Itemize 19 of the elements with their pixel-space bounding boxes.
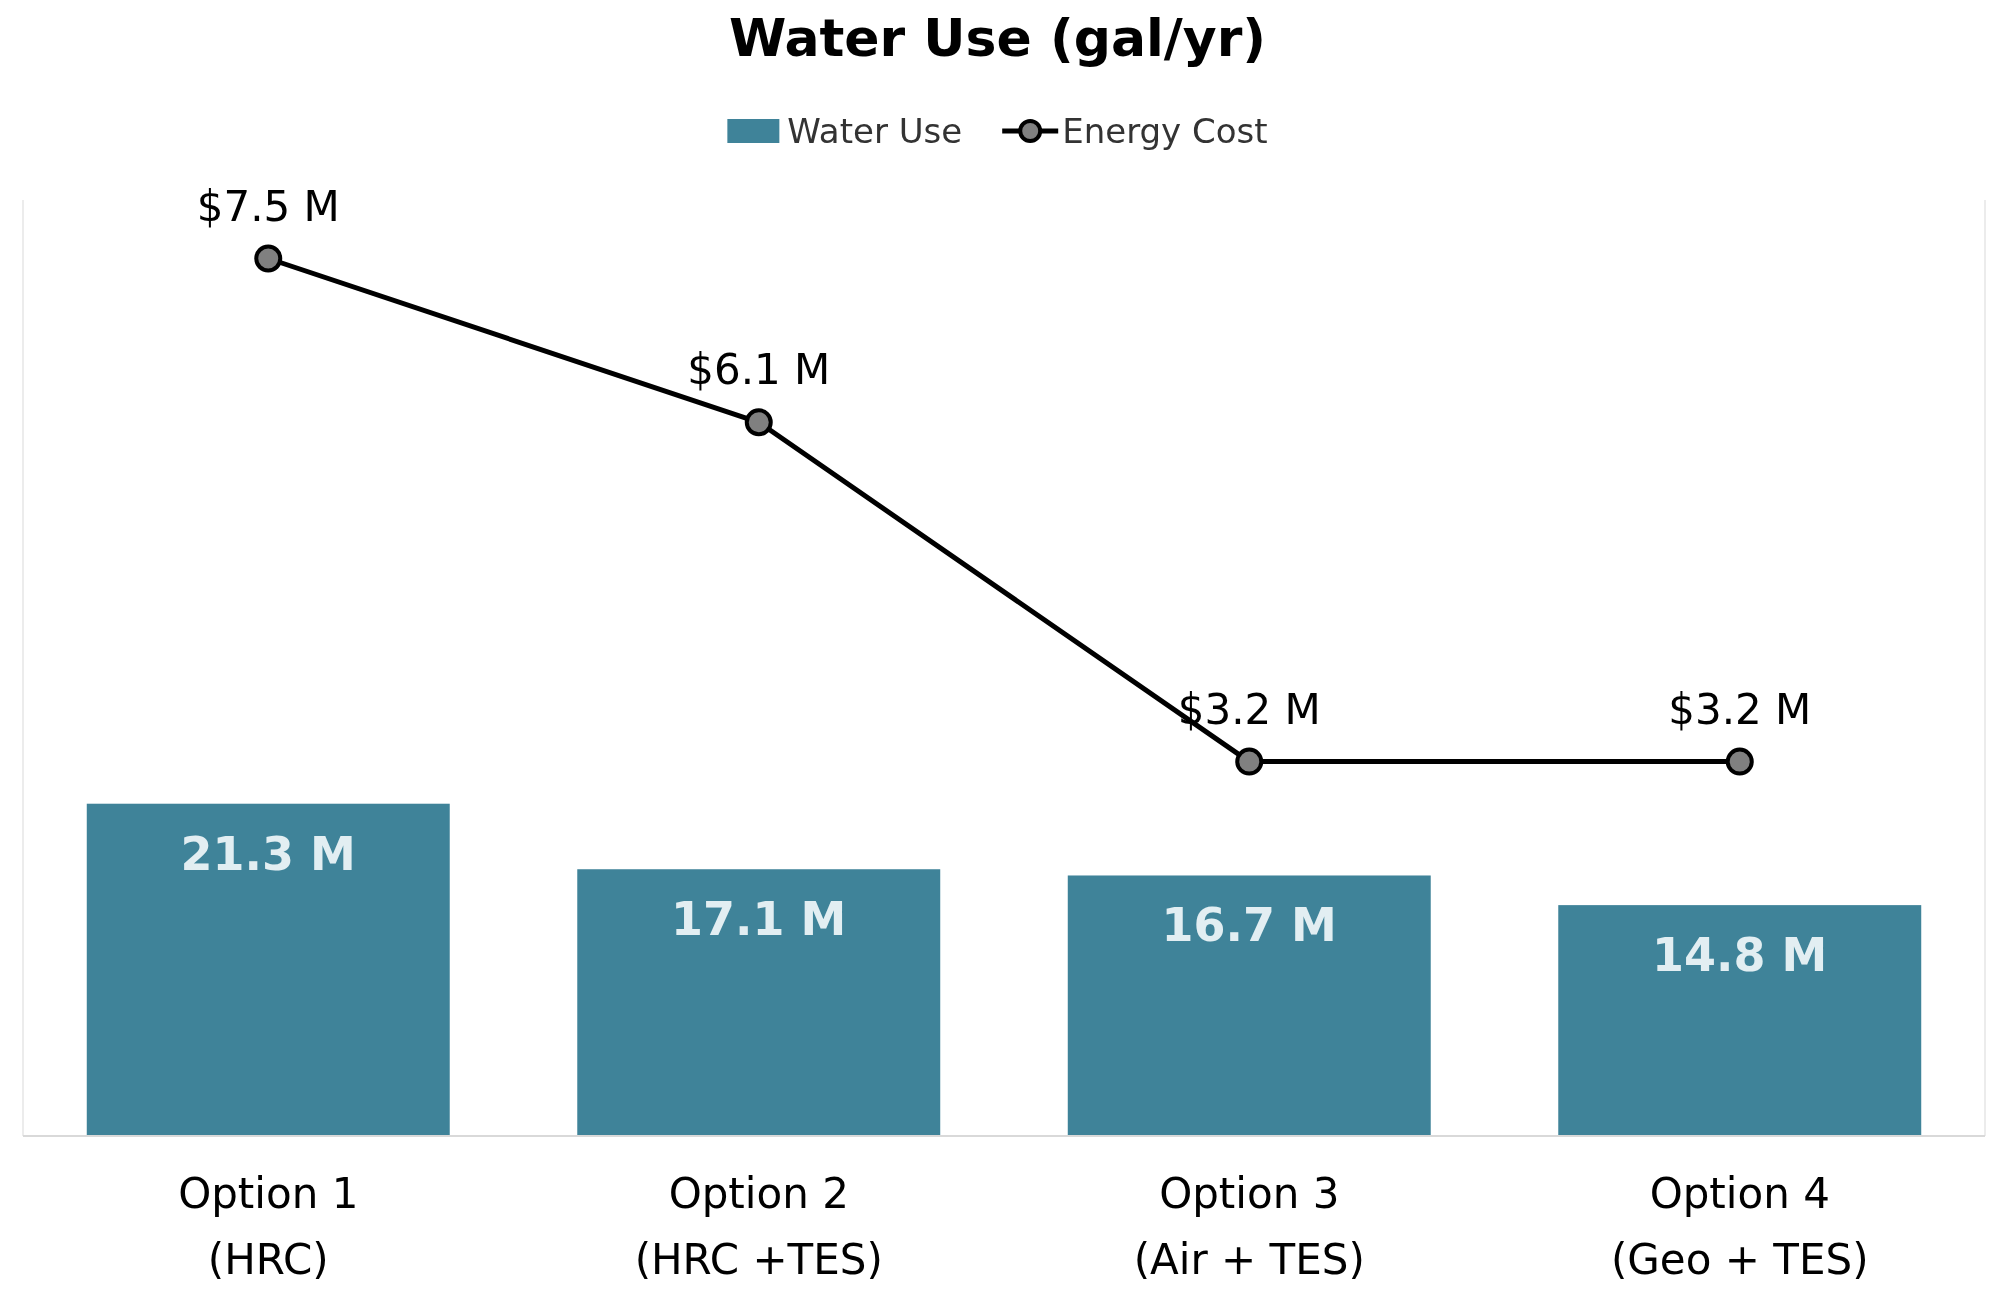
data-label: $6.1 M — [687, 345, 831, 395]
data-label: 14.8 M — [1652, 928, 1828, 983]
chart-title: Water Use (gal/yr) — [728, 8, 1267, 68]
bar — [577, 869, 941, 1136]
bar — [1067, 875, 1431, 1136]
data-label: $3.2 M — [1668, 684, 1812, 734]
bar — [86, 803, 450, 1136]
x-tick-label: Option 1 (HRC) — [178, 1169, 359, 1284]
data-label: $3.2 M — [1177, 684, 1321, 734]
x-tick-label: Option 2 (HRC +TES) — [634, 1169, 883, 1284]
legend-label: Water Use — [787, 111, 963, 151]
data-label: 16.7 M — [1161, 898, 1337, 953]
data-label: 21.3 M — [180, 826, 356, 881]
legend-label: Energy Cost — [1062, 111, 1268, 151]
data-label: 17.1 M — [671, 892, 847, 947]
data-label: $7.5 M — [196, 181, 340, 231]
x-tick-label: Option 3 (Air + TES) — [1133, 1169, 1365, 1284]
x-tick-label: Option 4 (Geo + TES) — [1610, 1169, 1869, 1284]
bar — [1558, 905, 1922, 1136]
